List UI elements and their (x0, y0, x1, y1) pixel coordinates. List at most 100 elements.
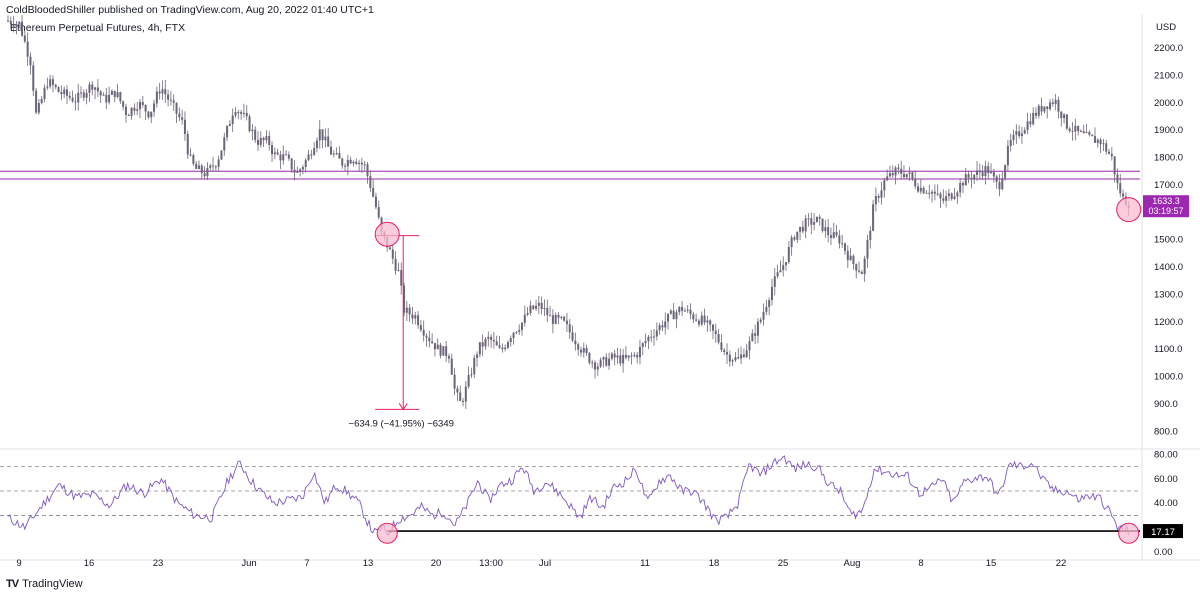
candle-body (860, 271, 863, 275)
candle-body (976, 170, 979, 175)
candle-body (956, 192, 959, 197)
candle-body (335, 153, 338, 155)
candle-body (226, 125, 229, 138)
candle-body (765, 306, 768, 312)
rsi-tick-label: 0.00 (1154, 547, 1173, 558)
candle-body (183, 119, 186, 135)
candle-body (571, 332, 574, 341)
candle-body (169, 99, 172, 101)
candle-body (638, 347, 641, 358)
candle-body (973, 174, 976, 180)
time-tick-label: Jun (241, 558, 256, 569)
candle-body (509, 338, 512, 343)
candle-body (405, 307, 408, 313)
candle-body (998, 181, 1001, 190)
candle-body (391, 249, 394, 259)
candle-body (124, 106, 127, 116)
candle-body (147, 111, 150, 118)
candle-body (265, 136, 268, 141)
candle-body (1049, 102, 1052, 109)
candle-body (153, 103, 156, 112)
candle-body (315, 140, 318, 149)
candle-body (1110, 153, 1113, 157)
candle-body (1004, 165, 1007, 179)
candle-body (877, 196, 880, 198)
candle-body (967, 174, 970, 178)
candle-body (473, 357, 476, 375)
candle-body (21, 21, 24, 36)
candle-body (560, 316, 563, 318)
candle-body (748, 341, 751, 351)
candle-body (661, 325, 664, 328)
candle-body (18, 21, 21, 24)
candle-body (945, 196, 948, 201)
candle-body (782, 265, 785, 271)
candle-body (1015, 131, 1018, 135)
candle-body (602, 357, 605, 360)
candle-body (987, 166, 990, 174)
price-tick-label: 1200.0 (1154, 317, 1183, 328)
candle-body (43, 87, 46, 100)
candle-body (366, 164, 369, 177)
candle-body (35, 90, 38, 113)
candle-body (141, 102, 144, 105)
candle-body (728, 354, 731, 362)
price-tick-label: 1900.0 (1154, 125, 1183, 136)
candle-body (436, 344, 439, 350)
candle-body (1096, 139, 1099, 143)
candle-body (478, 342, 481, 355)
candle-body (400, 270, 403, 286)
candle-body (683, 310, 686, 312)
candle-body (65, 89, 68, 96)
candle-body (695, 319, 698, 321)
candle-body (762, 311, 765, 320)
rsi-highlight-circle (1118, 522, 1140, 544)
candle-body (206, 167, 209, 177)
candle-body (563, 316, 566, 321)
candle-body (195, 163, 198, 169)
candle-body (495, 341, 498, 346)
candle-body (1091, 134, 1094, 137)
candle-body (636, 354, 639, 358)
candle-body (245, 112, 248, 117)
candle-body (852, 255, 855, 265)
time-tick-label: 13:00 (479, 558, 503, 569)
candle-body (613, 353, 616, 358)
candle-body (759, 319, 762, 322)
candle-body (23, 35, 26, 42)
candle-body (610, 353, 613, 359)
candle-body (68, 95, 71, 98)
candle-body (49, 79, 52, 87)
candle-body (105, 94, 108, 103)
candle-body (779, 270, 782, 273)
candle-body (307, 154, 310, 161)
candle-body (32, 65, 35, 91)
candle-body (557, 314, 560, 318)
candle-body (832, 232, 835, 238)
candle-body (349, 159, 352, 164)
price-tick-label: 1700.0 (1154, 180, 1183, 191)
candle-body (290, 158, 293, 170)
candle-body (324, 136, 327, 141)
candle-body (1026, 121, 1029, 131)
candle-body (644, 341, 647, 344)
candle-body (464, 386, 467, 402)
candle-body (161, 89, 164, 94)
candle-body (720, 342, 723, 350)
candle-body (540, 302, 543, 309)
price-tick-label: 1800.0 (1154, 153, 1183, 164)
candle-body (543, 307, 546, 309)
rsi-value-badge (1143, 524, 1183, 539)
candle-body (1043, 106, 1046, 112)
main-chart-title: Ethereum Perpetual Futures, 4h, FTX (10, 22, 185, 34)
candle-body (995, 176, 998, 182)
candle-body (740, 354, 743, 359)
candle-body (813, 222, 816, 225)
candle-body (891, 173, 894, 176)
price-tick-label: 2200.0 (1154, 43, 1183, 54)
candle-body (108, 94, 111, 103)
candle-body (88, 84, 91, 93)
candle-body (498, 345, 501, 348)
candle-body (344, 165, 347, 167)
